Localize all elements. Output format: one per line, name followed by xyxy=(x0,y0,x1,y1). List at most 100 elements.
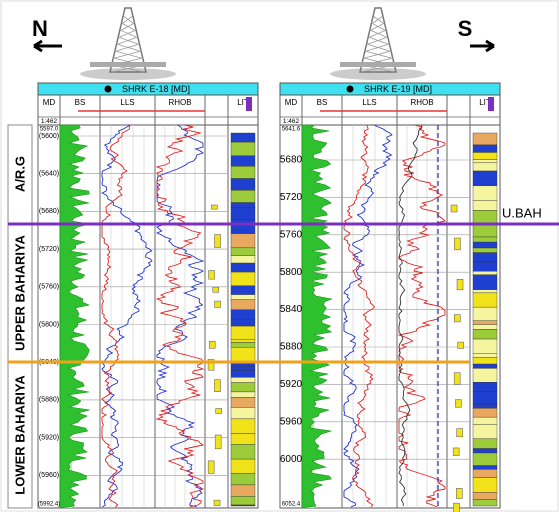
flag xyxy=(455,400,461,408)
lithology xyxy=(473,160,497,163)
lithology xyxy=(473,329,497,339)
lithology xyxy=(231,371,255,378)
depth-label: (5640) xyxy=(39,171,59,178)
lithology xyxy=(473,163,497,171)
flag xyxy=(456,488,462,498)
lithology xyxy=(231,366,255,370)
well-symbol xyxy=(347,86,354,93)
lithology xyxy=(473,271,497,275)
well-name: SHRK E-19 [MD] xyxy=(364,84,432,94)
lithology xyxy=(473,152,497,159)
lithology xyxy=(473,404,497,408)
depth-label: 5760 xyxy=(280,229,303,240)
rig-base xyxy=(330,68,426,80)
flag xyxy=(215,301,221,307)
lithology xyxy=(231,133,255,142)
lithology xyxy=(231,342,255,347)
lithology xyxy=(473,324,497,329)
zone-label: A/R.G xyxy=(12,156,27,192)
depth-label: (5920) xyxy=(39,434,59,441)
column-header: BS xyxy=(75,98,86,107)
lithology xyxy=(231,286,255,295)
lithology xyxy=(231,320,255,326)
lithology xyxy=(231,248,255,256)
lithology xyxy=(473,200,497,210)
lithology xyxy=(231,496,255,505)
lithology xyxy=(231,256,255,263)
depth-label: 5960 xyxy=(280,416,303,427)
north-label: N xyxy=(32,16,48,41)
flag xyxy=(457,279,463,290)
lithology xyxy=(473,354,497,358)
scale: 1:462 xyxy=(41,118,58,125)
lithology xyxy=(473,368,497,382)
column-header: MD xyxy=(285,98,298,107)
lithology xyxy=(473,133,497,145)
flag xyxy=(454,315,460,322)
lithology xyxy=(231,392,255,397)
lithology xyxy=(231,397,255,407)
column-header: MD xyxy=(43,98,56,107)
depth-label: (5960) xyxy=(39,472,59,479)
lithology xyxy=(473,478,497,493)
flag xyxy=(213,287,219,292)
lithology xyxy=(231,444,255,459)
lithology xyxy=(231,407,255,418)
lithology xyxy=(231,142,255,156)
flag xyxy=(457,429,463,437)
lithology xyxy=(231,377,255,382)
well-symbol xyxy=(105,86,112,93)
flag xyxy=(211,205,217,209)
lithology xyxy=(231,263,255,272)
lithology xyxy=(231,459,255,473)
lit-legend xyxy=(246,97,252,111)
lithology xyxy=(473,408,497,417)
column-header: LLS xyxy=(362,98,376,107)
lithology xyxy=(473,210,497,223)
depth-label: 5840 xyxy=(280,304,303,315)
lithology xyxy=(473,417,497,424)
header-box xyxy=(38,95,258,125)
lithology xyxy=(473,293,497,307)
well-correlation: N S A/R.G UPPER BAHARIYA LOWER BAHARIYA … xyxy=(0,0,559,512)
marker-label: U.BAH xyxy=(502,205,542,220)
lithology xyxy=(473,392,497,404)
column-header: RHOB xyxy=(410,98,433,107)
flag xyxy=(458,342,464,348)
lithology xyxy=(473,253,497,262)
well-panel: SHRK E-19 [MD]MDBSLLSRHOBLIT1:4625641.65… xyxy=(280,83,500,512)
lithology xyxy=(473,171,497,186)
south-label: S xyxy=(458,16,473,41)
lithology xyxy=(231,203,255,208)
lithology xyxy=(231,434,255,445)
flag xyxy=(216,408,222,413)
lithology xyxy=(231,310,255,320)
lithology xyxy=(231,505,255,506)
lithology xyxy=(473,439,497,449)
lithology xyxy=(473,186,497,200)
depth-label: 5680 xyxy=(280,155,303,166)
flag xyxy=(454,238,460,250)
bottom-depth: 6052.4 xyxy=(282,502,301,508)
top-depth: 5641.6 xyxy=(282,127,301,133)
flag xyxy=(215,435,221,449)
column-header: RHOB xyxy=(168,98,191,107)
flag xyxy=(451,205,457,212)
lithology xyxy=(473,290,497,293)
flag xyxy=(453,503,459,512)
zone-label: UPPER BAHARIYA xyxy=(12,234,27,350)
depth-label: (5880) xyxy=(39,397,59,404)
lithology xyxy=(473,382,497,391)
rig-floor xyxy=(340,62,416,67)
depth-label: 5720 xyxy=(280,192,303,203)
top-depth: 5597.0 xyxy=(40,127,59,133)
flag xyxy=(214,380,220,392)
header-box xyxy=(280,95,500,125)
lithology xyxy=(473,339,497,354)
rig-floor xyxy=(90,62,166,67)
lithology xyxy=(231,272,255,286)
lithology xyxy=(231,339,255,342)
depth-label: (5720) xyxy=(39,246,59,253)
lithology xyxy=(473,364,497,368)
